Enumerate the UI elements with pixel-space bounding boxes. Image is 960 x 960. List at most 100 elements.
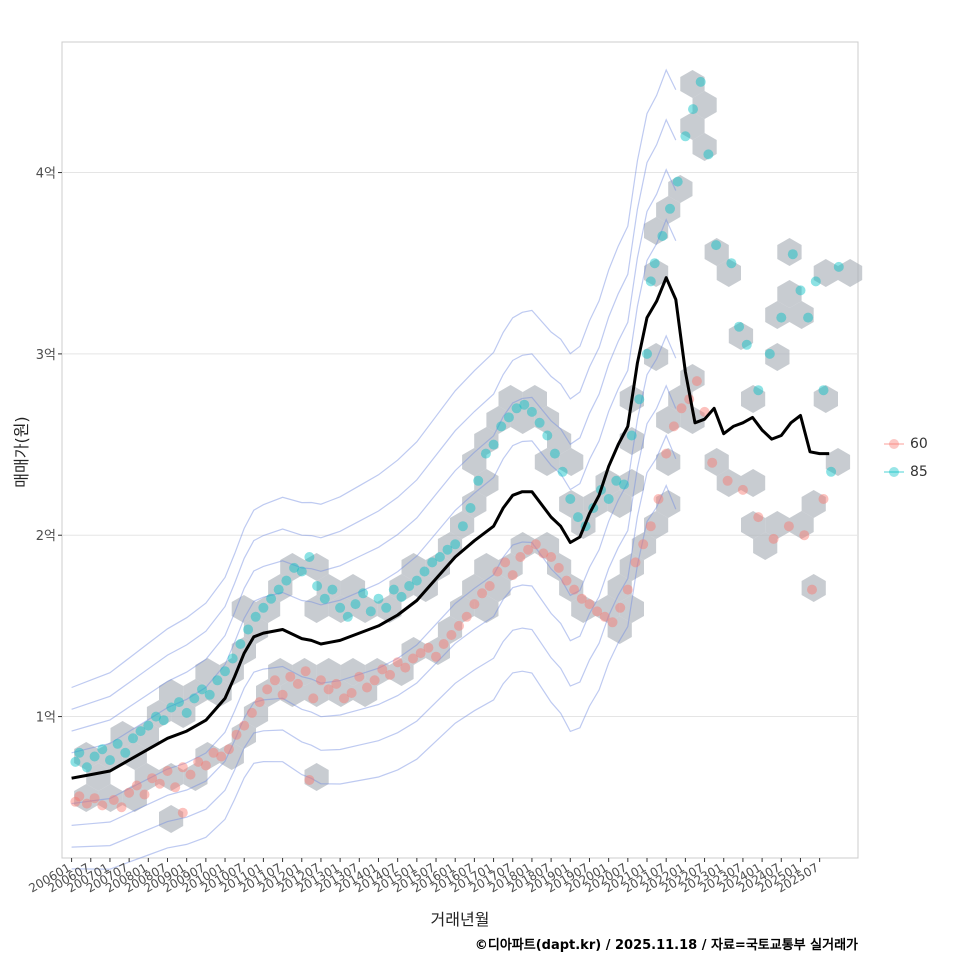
point-85 xyxy=(645,276,656,287)
point-85 xyxy=(312,581,323,591)
point-60 xyxy=(331,678,342,689)
hexbin-cell xyxy=(644,217,669,245)
point-60 xyxy=(392,657,403,668)
hexbin-cell xyxy=(595,595,620,623)
point-60 xyxy=(200,760,211,771)
point-85 xyxy=(549,448,560,459)
point-60 xyxy=(645,521,656,532)
contour-line xyxy=(71,168,677,732)
hexbin-cell xyxy=(765,511,790,539)
contour-line xyxy=(71,68,677,689)
point-60 xyxy=(74,791,85,802)
point-60 xyxy=(339,693,349,704)
hexbin-cell xyxy=(668,175,693,203)
hexbin-cell xyxy=(607,616,632,644)
hexbin-cell xyxy=(231,595,256,623)
point-60 xyxy=(285,671,296,682)
point-60 xyxy=(70,796,81,807)
hexbin-cell xyxy=(122,784,147,812)
hexbin-cell xyxy=(474,553,499,581)
point-85 xyxy=(526,406,537,417)
point-85 xyxy=(703,149,714,160)
hexbin-cell xyxy=(619,553,644,581)
point-60 xyxy=(753,512,764,523)
hexbin-cell xyxy=(195,658,220,686)
point-60 xyxy=(262,684,273,695)
point-85 xyxy=(450,539,461,550)
point-60 xyxy=(277,689,288,700)
point-85 xyxy=(818,385,829,396)
contour-line xyxy=(71,483,677,870)
point-60 xyxy=(177,807,188,818)
point-60 xyxy=(81,798,92,809)
hexbin-cell xyxy=(256,595,281,623)
hexbin-cell xyxy=(316,658,341,686)
hexbin-cell xyxy=(534,532,560,560)
hexbin-cell xyxy=(631,532,657,560)
point-60 xyxy=(523,544,534,555)
point-60 xyxy=(592,606,603,617)
point-60 xyxy=(177,762,188,773)
point-85 xyxy=(70,756,81,767)
hexbin-cell xyxy=(692,133,717,161)
point-60 xyxy=(170,782,181,793)
hexbin-cell xyxy=(195,742,220,770)
hexbin-cell xyxy=(159,805,184,833)
hexbin-cell xyxy=(619,595,644,623)
hexbin-cell xyxy=(328,595,353,623)
legend-item-85[interactable]: 85 xyxy=(884,458,954,486)
point-60 xyxy=(269,675,280,686)
hexbin-cell xyxy=(292,658,317,686)
point-85 xyxy=(258,602,269,613)
point-85 xyxy=(296,566,307,577)
point-60 xyxy=(668,421,679,432)
hexbin-cell xyxy=(607,574,632,602)
hexbin-cell xyxy=(825,448,851,476)
hexbin-cell xyxy=(437,532,463,560)
hexbin-cell xyxy=(219,742,244,770)
point-85 xyxy=(565,494,576,504)
point-60 xyxy=(653,494,664,504)
hexbin-cell xyxy=(146,700,172,728)
point-60 xyxy=(438,639,449,649)
trend-line xyxy=(71,276,830,780)
point-60 xyxy=(147,773,158,784)
point-85 xyxy=(734,321,745,332)
point-60 xyxy=(97,800,108,811)
point-85 xyxy=(365,606,376,617)
point-85 xyxy=(480,448,491,459)
point-85 xyxy=(204,689,215,700)
hexbin-cell xyxy=(365,658,390,686)
point-85 xyxy=(89,751,100,762)
hexbin-cell xyxy=(486,574,511,602)
point-85 xyxy=(120,747,131,758)
hexbin-cell xyxy=(607,490,632,518)
hexbin-cell xyxy=(789,301,814,329)
point-85 xyxy=(273,584,284,595)
hexbin-cell xyxy=(159,679,184,707)
point-60 xyxy=(323,684,334,695)
point-60 xyxy=(304,775,315,785)
point-85 xyxy=(519,399,530,410)
point-60 xyxy=(315,675,326,686)
point-85 xyxy=(795,285,806,296)
point-85 xyxy=(603,494,614,504)
hexbin-cell xyxy=(741,469,766,497)
legend-item-60[interactable]: 60 xyxy=(884,430,954,458)
point-85 xyxy=(442,544,453,555)
hexbin-cell xyxy=(728,322,754,350)
point-85 xyxy=(197,684,207,695)
point-85 xyxy=(488,439,499,450)
hexbin-cell xyxy=(680,406,705,434)
hexbin-cell xyxy=(268,574,293,602)
hexbin-cell xyxy=(765,301,790,329)
point-85 xyxy=(826,466,837,477)
hexbin-cell xyxy=(474,427,499,455)
point-60 xyxy=(308,693,319,704)
point-85 xyxy=(672,176,683,187)
point-60 xyxy=(737,484,748,495)
point-85 xyxy=(619,479,629,490)
point-60 xyxy=(139,789,150,800)
point-60 xyxy=(208,747,219,758)
hexbin-cell xyxy=(243,700,269,728)
